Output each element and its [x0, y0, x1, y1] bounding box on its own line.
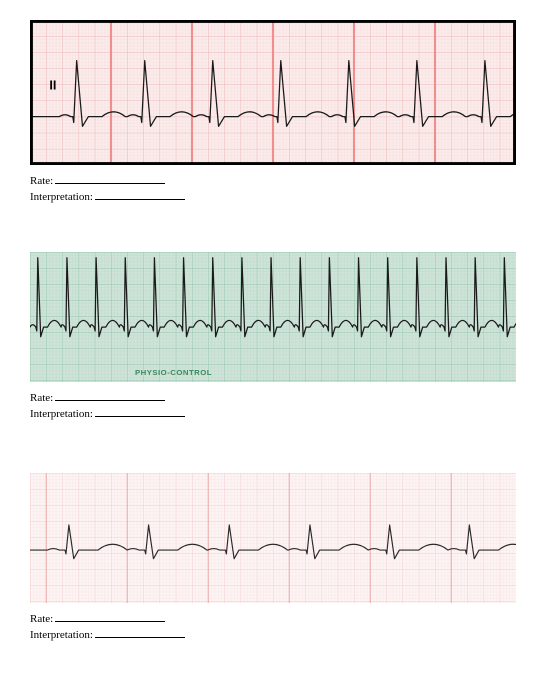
ecg-strip: [30, 473, 516, 603]
caption: Rate: Interpretation:: [30, 611, 516, 643]
caption: Rate: Interpretation:: [30, 173, 516, 205]
interpretation-label: Interpretation:: [30, 191, 93, 203]
rate-label: Rate:: [30, 613, 53, 625]
interpretation-blank[interactable]: [95, 189, 185, 200]
ecg-strip: PHYSIO-CONTROL: [30, 252, 516, 382]
interpretation-blank[interactable]: [95, 627, 185, 638]
caption: Rate: Interpretation:: [30, 390, 516, 422]
lead-label: II: [49, 79, 56, 93]
rate-blank[interactable]: [55, 390, 165, 401]
interpretation-label: Interpretation:: [30, 408, 93, 420]
interpretation-label: Interpretation:: [30, 629, 93, 641]
rate-blank[interactable]: [55, 611, 165, 622]
interpretation-blank[interactable]: [95, 406, 185, 417]
ecg-strip: II: [30, 20, 516, 165]
ecg-block: Rate: Interpretation:: [30, 473, 516, 643]
ecg-block: II Rate: Interpretation:: [30, 20, 516, 205]
rate-blank[interactable]: [55, 173, 165, 184]
rate-label: Rate:: [30, 175, 53, 187]
rate-label: Rate:: [30, 392, 53, 404]
watermark-text: PHYSIO-CONTROL: [135, 368, 212, 377]
ecg-block: PHYSIO-CONTROL Rate: Interpretation:: [30, 252, 516, 422]
